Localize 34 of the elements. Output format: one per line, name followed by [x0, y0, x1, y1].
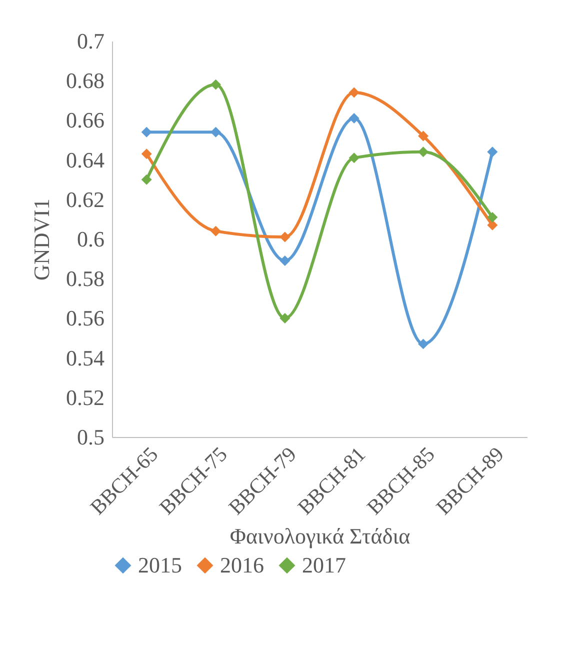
y-tick-label: 0.52 [66, 384, 104, 410]
point [418, 146, 428, 158]
point [487, 212, 498, 222]
point [280, 232, 290, 242]
point [210, 126, 221, 138]
point [348, 152, 360, 164]
x-axis-title: Φαινολογικά Στάδια [230, 524, 411, 549]
point [348, 87, 360, 98]
legend-label: 2017 [302, 552, 346, 578]
y-tick-label: 0.64 [66, 147, 104, 172]
point [280, 256, 290, 266]
point [280, 312, 290, 324]
point [487, 146, 498, 158]
y-axis-title: GNDVI1 [29, 198, 54, 280]
y-tick-label: 0.5 [77, 424, 104, 450]
y-tick-label: 0.62 [66, 186, 104, 212]
y-tick-label: 0.66 [66, 108, 104, 133]
point [141, 148, 152, 160]
point [210, 79, 221, 90]
point [487, 220, 498, 230]
y-tick-label: 0.58 [66, 266, 104, 292]
y-tick-label: 0.68 [66, 68, 104, 94]
point [348, 112, 360, 124]
point [141, 126, 152, 138]
legend-label: 2016 [220, 552, 264, 578]
point [210, 226, 221, 236]
y-tick-label: 0.6 [77, 226, 104, 252]
y-tick-label: 0.54 [66, 345, 104, 370]
legend-label: 2015 [138, 552, 182, 578]
point [418, 130, 428, 142]
y-tick-label: 0.56 [66, 306, 104, 331]
point [418, 338, 428, 350]
point [141, 174, 152, 185]
y-tick-label: 0.7 [77, 28, 104, 54]
